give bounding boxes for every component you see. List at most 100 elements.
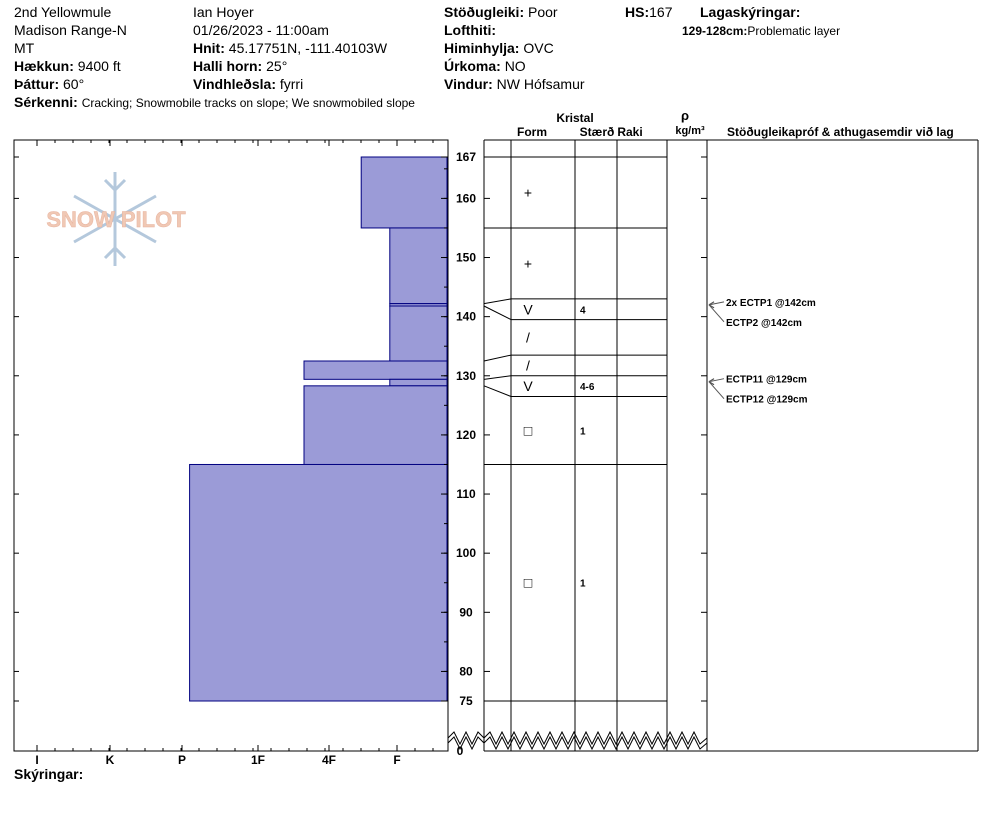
x-axis: I K P 1F 4F F <box>35 140 434 767</box>
layer-bar <box>360 156 448 229</box>
grain-table <box>483 139 979 752</box>
layer-note-text: Problematic layer <box>747 24 841 38</box>
air-temp-label: Lofthiti: <box>444 22 497 38</box>
grain-form-symbol: V <box>523 301 533 317</box>
wind-loading-row: Vindhleðsla: fyrri <box>193 75 303 93</box>
layer-connector <box>483 354 512 362</box>
snowflake-icon <box>73 172 157 266</box>
test-pointer <box>708 304 725 323</box>
layer-connector <box>483 375 512 380</box>
precip-label: Úrkoma: <box>444 58 501 74</box>
layer-bar <box>389 378 448 387</box>
y-tick-label: 80 <box>459 664 473 678</box>
layer-bar <box>303 385 448 465</box>
sky-label: Himinhylja: <box>444 40 520 56</box>
x-tick-label: 1F <box>251 753 265 767</box>
size-header: Stærð <box>580 125 615 139</box>
wind-loading-label: Vindhleðsla: <box>193 76 276 92</box>
axis-break <box>447 730 708 751</box>
wind-row: Vindur: NW Hófsamur <box>444 75 585 93</box>
observer-name: Ian Hoyer <box>193 4 254 20</box>
sky-row: Himinhylja: OVC <box>444 39 554 57</box>
layer-connector <box>483 385 512 397</box>
y-tick-label: 100 <box>456 546 476 560</box>
grain-size-label: 1 <box>580 426 586 437</box>
layer-notes-label: Lagaskýringar: <box>700 4 801 20</box>
y-tick-label: 167 <box>456 150 476 164</box>
air-temp-row: Lofthiti: <box>444 21 496 39</box>
range-name: Madison Range-N <box>14 22 127 38</box>
grain-form-symbol: / <box>526 357 530 373</box>
grain-form-symbol: □ <box>524 422 533 438</box>
moisture-header: Raki <box>617 125 642 139</box>
y-tick-label: 75 <box>459 694 473 708</box>
grain-size-label: 4 <box>580 305 586 316</box>
hs-label: HS: <box>625 4 650 20</box>
grain-rows-group: + + V 4 / / V 4-6 □ 1 □ 1 <box>483 156 667 702</box>
x-tick-label: I <box>35 753 38 767</box>
precip-row: Úrkoma: NO <box>444 57 526 75</box>
tests-group: 2x ECTP1 @142cm ECTP2 @142cm ECTP11 @129cm… <box>708 298 816 406</box>
snowpilot-logo: SNOW PILOT <box>46 172 186 266</box>
wind-loading-value: fyrri <box>279 76 304 92</box>
layer-note-row: 129-128cm:Problematic layer <box>682 22 840 40</box>
test-label: ECTP12 @129cm <box>726 395 808 406</box>
test-label: ECTP2 @142cm <box>726 318 802 329</box>
features-row: Sérkenni: Cracking; Snowmobile tracks on… <box>14 93 415 112</box>
layer-connector <box>483 305 512 321</box>
slope-value: 25° <box>266 58 288 74</box>
y-tick-label: 130 <box>456 369 476 383</box>
density-unit-header: kg/m³ <box>675 125 705 137</box>
elevation-label: Hækkun: <box>14 58 74 74</box>
test-label: ECTP11 @129cm <box>726 375 807 386</box>
test-label: 2x ECTP1 @142cm <box>726 298 816 309</box>
features-label: Sérkenni: <box>14 94 78 110</box>
layer-bar <box>389 305 448 362</box>
coords-value: 45.17751N, -111.40103W <box>228 40 388 56</box>
grain-form-symbol: / <box>526 329 530 345</box>
elevation-value: 9400 ft <box>77 58 121 74</box>
state-name: MT <box>14 40 35 56</box>
features-value: Cracking; Snowmobile tracks on slope; We… <box>81 96 415 110</box>
slope-label: Halli horn: <box>193 58 263 74</box>
layer-bar <box>389 227 448 305</box>
crystal-header: Kristal <box>556 111 593 125</box>
x-tick-label: P <box>178 753 186 767</box>
coords-label: Hnit: <box>193 40 225 56</box>
form-header: Form <box>517 125 547 139</box>
y-tick-label: 140 <box>456 310 476 324</box>
rho-header: ρ <box>681 108 689 123</box>
x-tick-label: K <box>106 753 115 767</box>
test-pointer <box>708 381 725 400</box>
coords-row: Hnit: 45.17751N, -111.40103W <box>193 39 387 57</box>
test-pointer <box>708 378 725 383</box>
logo-text: SNOW PILOT <box>46 207 186 232</box>
test-pointer <box>708 301 725 306</box>
y-tick-label: 160 <box>456 191 476 205</box>
sky-value: OVC <box>523 40 554 56</box>
grain-size-label: 1 <box>580 579 586 590</box>
obs-datetime: 01/26/2023 - 11:00am <box>193 22 329 38</box>
test-arrow-icon <box>708 301 715 309</box>
layer-connector <box>483 298 512 305</box>
stability-label: Stöðugleiki: <box>444 4 525 20</box>
y-axis: 75 80 90 100 110 120 130 140 150 160 167 0 <box>14 150 707 758</box>
y-tick-label: 120 <box>456 428 476 442</box>
stability-value: Poor <box>528 4 558 20</box>
layer-bar <box>303 360 448 380</box>
hardness-panel <box>13 139 449 752</box>
x-tick-label: 4F <box>322 753 336 767</box>
grain-form-symbol: + <box>524 184 532 200</box>
y-tick-label: 90 <box>459 605 473 619</box>
test-arrow-icon <box>708 378 715 386</box>
aspect-row: Þáttur: 60° <box>14 75 84 93</box>
hs-value: 167 <box>649 4 673 20</box>
wind-label: Vindur: <box>444 76 493 92</box>
stability-row: Stöðugleiki: Poor <box>444 3 558 21</box>
hs-row: HS:167 <box>625 3 672 21</box>
x-tick-label: F <box>393 753 400 767</box>
aspect-value: 60° <box>63 76 85 92</box>
y-tick-label: 150 <box>456 251 476 265</box>
layers-group <box>189 156 448 702</box>
